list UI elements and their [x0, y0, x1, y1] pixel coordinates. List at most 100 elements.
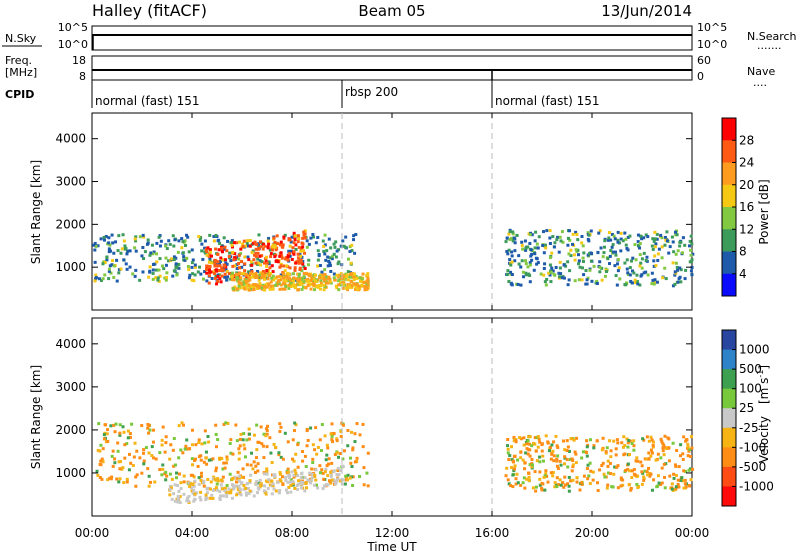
scatter-cell [185, 499, 189, 503]
scatter-cell [259, 425, 263, 429]
scatter-cell [608, 254, 612, 258]
scatter-cell [673, 273, 677, 277]
scatter-cell [540, 443, 544, 447]
scatter-cell [613, 237, 617, 241]
scatter-cell [597, 231, 601, 235]
scatter-cell [219, 280, 223, 284]
scatter-cell [352, 272, 356, 276]
scatter-cell [289, 240, 293, 244]
scatter-cell [506, 478, 510, 482]
scatter-cell [243, 447, 247, 451]
scatter-cell [566, 465, 570, 469]
scatter-cell [237, 257, 241, 261]
scatter-cell [362, 483, 366, 487]
scatter-cell [625, 437, 629, 441]
scatter-cell [222, 247, 226, 251]
scatter-cell [301, 450, 305, 454]
scatter-cell [360, 277, 364, 281]
scatter-cell [284, 256, 288, 260]
scatter-cell [283, 233, 287, 237]
scatter-cell [122, 481, 126, 485]
scatter-cell [103, 238, 107, 242]
scatter-cell [663, 486, 667, 490]
scatter-cell [642, 477, 646, 481]
scatter-cell [93, 248, 97, 252]
scatter-cell [286, 255, 290, 259]
scatter-cell [278, 429, 282, 433]
scatter-cell [316, 258, 320, 262]
scatter-cell [285, 491, 289, 495]
scatter-cell [328, 261, 332, 265]
scatter-cell [301, 262, 305, 266]
scatter-cell [240, 260, 244, 264]
scatter-cell [171, 234, 175, 238]
scatter-cell [256, 284, 260, 288]
scatter-cell [520, 240, 524, 244]
x-tick-label: 00:00 [75, 526, 110, 540]
scatter-cell [667, 459, 671, 463]
scatter-cell [549, 445, 553, 449]
scatter-cell [299, 254, 303, 258]
nave-tick-top: 60 [697, 54, 711, 67]
scatter-cell [197, 482, 201, 486]
scatter-cell [689, 269, 693, 273]
scatter-cell [330, 434, 334, 438]
scatter-cell [246, 244, 250, 248]
scatter-cell [117, 268, 121, 272]
scatter-cell [231, 264, 235, 268]
scatter-cell [306, 478, 310, 482]
scatter-cell [298, 268, 302, 272]
scatter-cell [262, 274, 266, 278]
scatter-cell [198, 238, 202, 242]
scatter-cell [256, 257, 260, 261]
scatter-cell [548, 241, 552, 245]
scatter-cell [262, 242, 266, 246]
scatter-cell [267, 478, 271, 482]
scatter-cell [182, 474, 186, 478]
scatter-cell [628, 439, 632, 443]
scatter-cell [180, 421, 184, 425]
scatter-cell [227, 491, 231, 495]
scatter-cell [266, 246, 270, 250]
scatter-cell [204, 493, 208, 497]
scatter-cell [246, 279, 250, 283]
scatter-cell [517, 262, 521, 266]
scatter-cell [334, 240, 338, 244]
scatter-cell [663, 266, 667, 270]
scatter-cell [263, 244, 267, 248]
scatter-cell [672, 476, 676, 480]
scatter-cell [238, 487, 242, 491]
scatter-cell [223, 272, 227, 276]
scatter-cell [609, 472, 613, 476]
scatter-cell [283, 269, 287, 273]
scatter-cell [229, 438, 233, 442]
scatter-cell [589, 229, 593, 233]
scatter-cell [652, 478, 656, 482]
scatter-cell [581, 256, 585, 260]
scatter-cell [229, 491, 233, 495]
scatter-cell [207, 260, 211, 264]
scatter-cell [228, 251, 232, 255]
scatter-cell [651, 440, 655, 444]
scatter-cell [661, 276, 665, 280]
scatter-cell [323, 272, 327, 276]
scatter-cell [185, 438, 189, 442]
scatter-cell [316, 445, 320, 449]
scatter-cell [564, 483, 568, 487]
scatter-cell [263, 490, 267, 494]
scatter-cell [331, 470, 335, 474]
scatter-cell [683, 277, 687, 281]
scatter-cell [249, 271, 253, 275]
scatter-cell [670, 482, 674, 486]
scatter-cell [218, 277, 222, 281]
scatter-cell [95, 469, 99, 473]
scatter-cell [282, 272, 286, 276]
scatter-cell [268, 266, 272, 270]
scatter-cell [204, 456, 208, 460]
scatter-cell [314, 426, 318, 430]
scatter-cell [299, 249, 303, 253]
scatter-cell [342, 449, 346, 453]
scatter-cell [247, 270, 251, 274]
